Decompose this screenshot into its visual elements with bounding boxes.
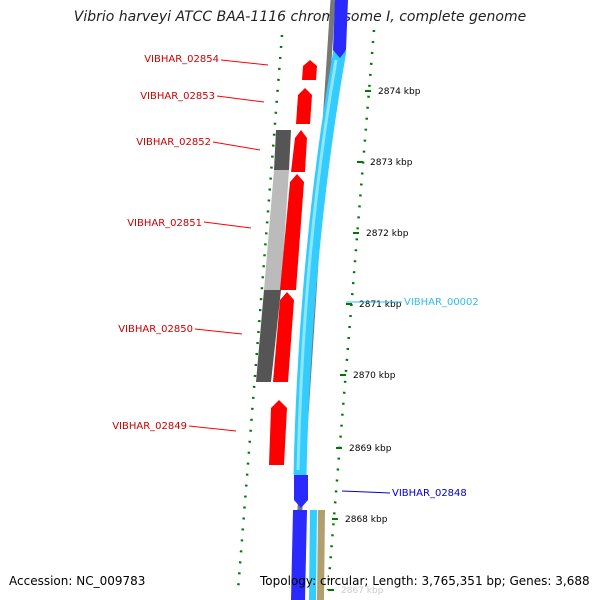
tick-label: 2871 kbp <box>359 300 402 310</box>
gene-label-vibhar_02853[interactable]: VIBHAR_02853 <box>140 91 215 102</box>
gene-vibhar-02852 <box>291 130 307 172</box>
gene-vibhar-02851 <box>280 174 304 290</box>
gene-label-vibhar_00002[interactable]: VIBHAR_00002 <box>404 297 479 308</box>
gene-arc-vibhar-00002 <box>293 48 347 476</box>
gene-block-small-cyan <box>309 510 317 600</box>
gc-bar-dark-1 <box>274 130 291 170</box>
gene-block-vibhar-02848 <box>294 475 308 508</box>
forward-strand-track <box>291 0 348 600</box>
gene-labels: VIBHAR_02854 VIBHAR_02853 VIBHAR_02852 VIBH… <box>112 54 479 499</box>
gene-block-top <box>333 0 348 50</box>
tick-label: 2874 kbp <box>378 87 421 97</box>
label-leader <box>188 425 237 432</box>
gc-bar-dark-2 <box>256 290 281 382</box>
gene-vibhar-02854 <box>302 60 317 80</box>
tick-label: 2872 kbp <box>366 229 409 239</box>
genome-summary-text: Topology: circular; Length: 3,765,351 bp… <box>260 574 590 588</box>
gene-vibhar-02849 <box>269 400 287 465</box>
tick-label: 2873 kbp <box>370 158 413 168</box>
tick-label: 2869 kbp <box>349 444 392 454</box>
coordinate-ticks: 2874 kbp 2873 kbp 2872 kbp 2871 kbp 2870 kbp… <box>328 87 421 596</box>
gc-bar-light-1 <box>264 170 289 290</box>
gene-arc-vibhar-00002-highlight <box>296 59 338 471</box>
label-leader <box>212 141 261 151</box>
gene-label-vibhar_02850[interactable]: VIBHAR_02850 <box>118 324 193 335</box>
gene-label-vibhar_02854[interactable]: VIBHAR_02854 <box>144 54 219 65</box>
gene-block-small-olive <box>317 510 325 600</box>
gene-vibhar-02850 <box>273 292 294 382</box>
label-leader <box>216 95 265 103</box>
gc-content-track <box>256 130 291 382</box>
map-title: Vibrio harveyi ATCC BAA-1116 chromosome … <box>73 9 527 25</box>
tick-label: 2870 kbp <box>353 371 396 381</box>
gene-label-vibhar_02848[interactable]: VIBHAR_02848 <box>392 488 467 499</box>
reverse-strand-track <box>269 60 317 465</box>
label-leader <box>203 221 252 229</box>
label-leader <box>341 490 391 494</box>
gene-block-top-arrow <box>333 50 346 58</box>
label-leader <box>220 59 269 66</box>
gene-block-bottom <box>291 510 307 600</box>
label-leader <box>194 328 243 335</box>
gene-vibhar-02853 <box>296 88 312 124</box>
gene-label-vibhar_02851[interactable]: VIBHAR_02851 <box>127 218 202 229</box>
tick-label: 2868 kbp <box>345 515 388 525</box>
gc-skew-track-outer <box>236 34 284 591</box>
gene-label-vibhar_02849[interactable]: VIBHAR_02849 <box>112 421 187 432</box>
tick-label: 2867 kbp <box>341 586 384 596</box>
accession-text: Accession: NC_009783 <box>9 574 146 588</box>
gene-label-vibhar_02852[interactable]: VIBHAR_02852 <box>136 137 211 148</box>
